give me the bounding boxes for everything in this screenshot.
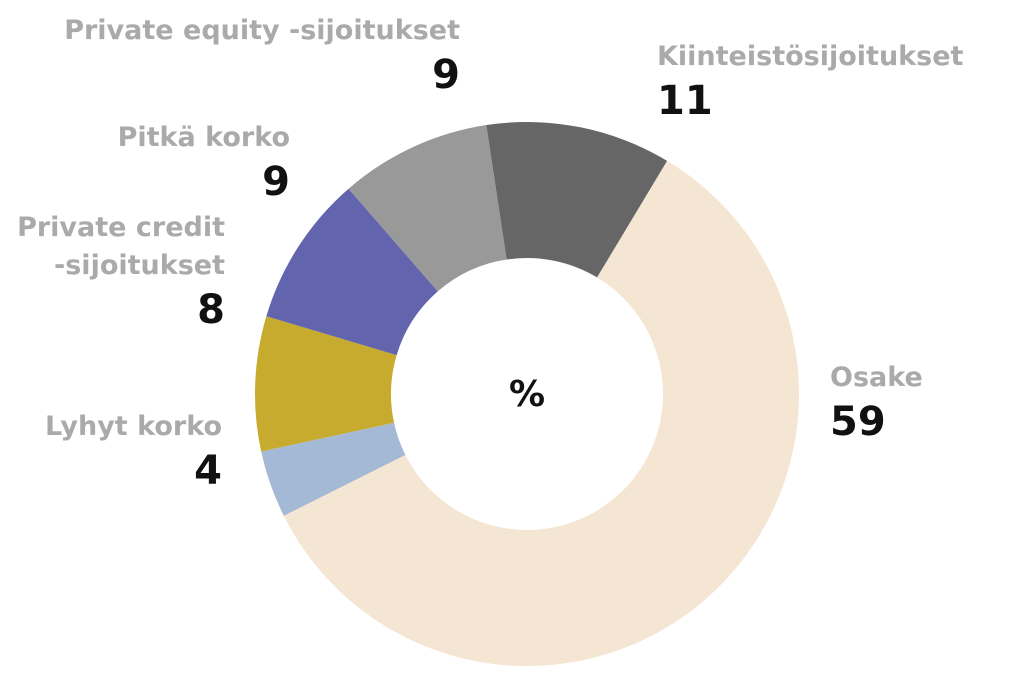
donut-segment bbox=[255, 316, 397, 452]
value-label: 4 bbox=[194, 448, 222, 494]
value-label: 59 bbox=[830, 399, 886, 445]
segment-label: Kiinteistösijoitukset 11 bbox=[657, 38, 963, 126]
value-label: 11 bbox=[657, 78, 713, 124]
category-label: Kiinteistösijoitukset bbox=[657, 41, 964, 72]
center-label: % bbox=[509, 374, 545, 415]
segment-label: Osake 59 bbox=[830, 359, 923, 447]
value-label: 9 bbox=[432, 52, 460, 98]
category-label: Private equity -sijoitukset bbox=[64, 15, 460, 46]
donut-segment bbox=[261, 422, 406, 516]
donut-segment bbox=[486, 122, 668, 278]
donut-segment bbox=[348, 125, 507, 292]
donut-segment bbox=[283, 160, 799, 667]
donut-segment bbox=[266, 188, 438, 356]
category-label: Pitkä korko bbox=[117, 122, 290, 153]
segment-label: Private equity -sijoitukset 9 bbox=[64, 12, 460, 100]
value-label: 8 bbox=[197, 287, 225, 333]
segment-label: Private credit -sijoitukset 8 bbox=[5, 209, 225, 335]
value-label: 9 bbox=[262, 159, 290, 205]
category-label: Osake bbox=[830, 362, 923, 393]
category-label: Private credit -sijoitukset bbox=[17, 212, 225, 281]
category-label: Lyhyt korko bbox=[45, 411, 222, 442]
segment-label: Lyhyt korko 4 bbox=[45, 408, 222, 496]
segment-label: Pitkä korko 9 bbox=[118, 119, 290, 207]
